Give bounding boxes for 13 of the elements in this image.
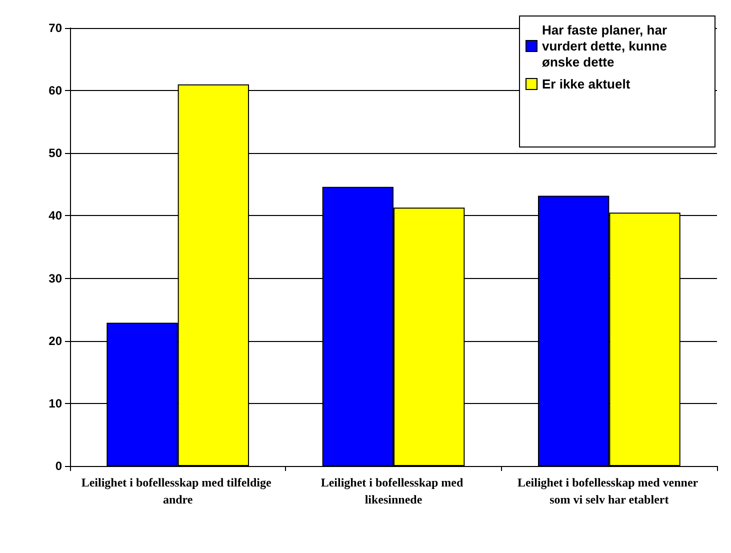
y-tick-label: 20 [48,334,62,348]
x-tick-label: Leilighet i bofellesskap med likesinnede [320,476,466,506]
legend-label: Har faste planer, har vurdert dette, kunne ønske dette [542,22,671,70]
y-tick-label: 10 [48,396,62,410]
x-tick-label: Leilighet i bofellesskap med tilfeldige andre [81,476,274,506]
y-tick-label: 40 [48,208,62,223]
y-tick-label: 50 [48,146,62,160]
x-tick-label: Leilighet i bofellesskap med venner som vi selv har etablert [517,476,701,506]
y-tick-label: 70 [48,21,62,35]
legend-label: Er ikke aktuelt [542,76,631,92]
y-tick-label: 60 [48,84,62,98]
y-tick-label: 0 [55,459,62,473]
y-tick-label: 30 [48,271,62,286]
